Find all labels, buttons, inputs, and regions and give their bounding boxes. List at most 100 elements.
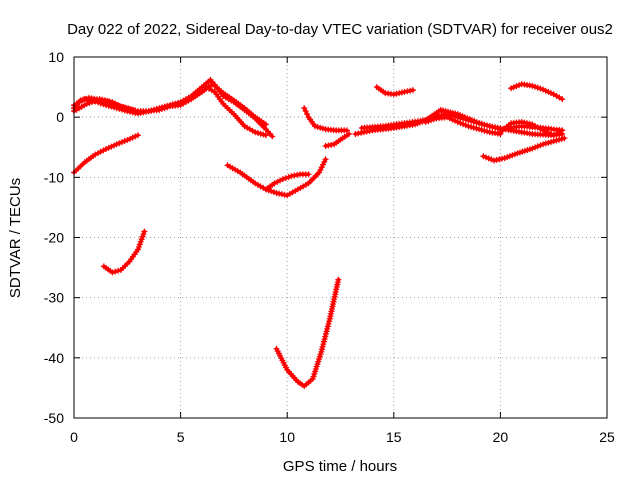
- data-point: [102, 146, 109, 153]
- y-tick-label: -30: [44, 290, 64, 306]
- data-point: [496, 156, 503, 163]
- data-point: [161, 105, 168, 112]
- data-point: [510, 84, 517, 91]
- data-point: [252, 129, 259, 136]
- series-arc-7: [262, 171, 312, 193]
- data-point: [537, 85, 544, 92]
- data-point: [526, 120, 533, 127]
- data-point: [489, 123, 496, 130]
- data-point: [281, 191, 288, 198]
- data-point: [319, 125, 326, 132]
- y-axis-label: SDTVAR / TECUs: [7, 178, 24, 298]
- data-point: [540, 127, 547, 134]
- data-point: [134, 110, 141, 117]
- series-arc-3: [203, 84, 269, 139]
- data-point: [545, 88, 552, 95]
- data-point: [492, 124, 499, 131]
- data-point: [428, 117, 435, 124]
- data-point: [465, 123, 472, 130]
- data-point: [279, 176, 286, 183]
- data-point: [548, 90, 555, 97]
- y-tick-label: -10: [44, 169, 64, 185]
- series-arc-14: [373, 84, 416, 98]
- data-point: [343, 127, 350, 134]
- data-point: [486, 123, 493, 130]
- data-point: [268, 188, 275, 195]
- data-point: [483, 154, 490, 161]
- data-point: [81, 96, 88, 103]
- series-arc-15: [508, 81, 566, 103]
- data-point: [335, 276, 342, 283]
- data-point: [478, 120, 485, 127]
- data-point: [484, 122, 491, 129]
- data-point: [322, 156, 329, 163]
- data-point: [105, 102, 112, 109]
- data-point: [121, 138, 128, 145]
- data-point: [262, 121, 269, 128]
- data-point: [393, 90, 400, 97]
- data-point: [460, 121, 467, 128]
- data-point: [559, 127, 566, 134]
- data-point: [328, 141, 335, 148]
- data-point: [262, 132, 269, 139]
- x-tick-label: 15: [386, 429, 402, 445]
- data-point: [269, 133, 276, 140]
- data-point: [485, 155, 492, 162]
- data-point: [534, 84, 541, 91]
- data-point: [462, 122, 469, 129]
- data-point: [115, 267, 122, 274]
- data-point: [132, 109, 139, 116]
- data-point: [476, 120, 483, 127]
- x-tick-label: 0: [70, 429, 78, 445]
- y-tick-label: 0: [56, 109, 64, 125]
- data-point: [358, 129, 365, 136]
- data-point: [270, 189, 277, 196]
- data-point: [532, 144, 539, 151]
- data-point: [493, 156, 500, 163]
- grid-lines: [74, 57, 607, 418]
- data-point: [481, 121, 488, 128]
- data-point: [282, 175, 289, 182]
- data-point: [254, 129, 261, 136]
- data-point: [116, 140, 123, 147]
- data-point: [301, 105, 308, 112]
- data-point: [449, 116, 456, 123]
- data-point: [480, 153, 487, 160]
- data-point: [316, 169, 323, 176]
- data-point: [396, 90, 403, 97]
- data-point: [516, 82, 523, 89]
- data-point: [478, 126, 485, 133]
- data-point: [559, 96, 566, 103]
- data-point: [158, 106, 165, 113]
- x-tick-label: 5: [177, 429, 185, 445]
- data-point: [318, 164, 325, 171]
- data-point: [346, 131, 353, 138]
- data-point: [521, 119, 528, 126]
- plot-frame: [73, 56, 608, 419]
- data-point: [110, 142, 117, 149]
- data-point: [491, 157, 498, 164]
- data-point: [102, 102, 109, 109]
- data-point: [112, 268, 119, 275]
- data-point: [140, 109, 147, 116]
- y-tick-labels: -50 -40 -30 -20 -10 0 10: [44, 49, 64, 426]
- data-series: [71, 76, 568, 390]
- data-point: [294, 171, 301, 178]
- data-point: [130, 106, 137, 113]
- data-point: [556, 136, 563, 143]
- data-point: [548, 138, 555, 145]
- data-point: [468, 123, 475, 130]
- data-point: [430, 116, 437, 123]
- data-point: [398, 89, 405, 96]
- data-point: [540, 141, 547, 148]
- data-point: [97, 100, 104, 107]
- data-point: [550, 138, 557, 145]
- data-point: [126, 135, 133, 142]
- data-point: [141, 228, 148, 235]
- data-point: [278, 191, 285, 198]
- data-point: [124, 137, 131, 144]
- series-arc-10: [273, 276, 342, 390]
- y-tick-label: -50: [44, 410, 64, 426]
- data-point: [134, 132, 141, 139]
